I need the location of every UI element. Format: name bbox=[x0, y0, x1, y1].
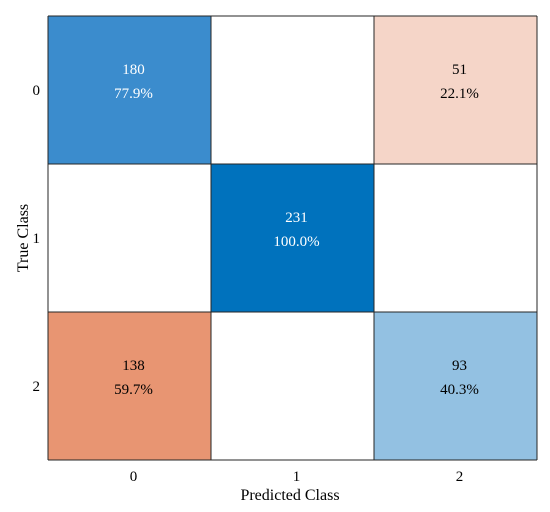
y-axis-label: True Class bbox=[15, 204, 32, 272]
cell-1-1 bbox=[211, 164, 374, 312]
cell-percent-0-0: 77.9% bbox=[114, 86, 153, 102]
x-tick-label-1: 1 bbox=[293, 469, 301, 485]
cell-0-2 bbox=[374, 16, 537, 164]
ticks-layer: 0 1 2 0 1 2 bbox=[33, 83, 464, 485]
x-axis-label: Predicted Class bbox=[240, 487, 339, 504]
cells-layer: 180 77.9% 51 22.1% 231 100.0% 138 59.7% 93 40.3% bbox=[48, 16, 537, 460]
y-tick-label-0: 0 bbox=[33, 83, 41, 99]
cell-count-1-1: 231 bbox=[285, 210, 308, 226]
cell-2-0 bbox=[48, 312, 211, 460]
cell-count-2-0: 138 bbox=[122, 358, 145, 374]
grid-layer bbox=[47, 15, 538, 461]
x-tick-label-0: 0 bbox=[130, 469, 138, 485]
cell-0-0 bbox=[48, 16, 211, 164]
cell-percent-1-1: 100.0% bbox=[273, 234, 319, 250]
cell-count-0-2: 51 bbox=[452, 62, 467, 78]
cell-count-0-0: 180 bbox=[122, 62, 145, 78]
cell-percent-0-2: 22.1% bbox=[440, 86, 479, 102]
y-tick-label-2: 2 bbox=[33, 379, 41, 395]
cell-count-2-2: 93 bbox=[452, 358, 467, 374]
cell-percent-2-0: 59.7% bbox=[114, 382, 153, 398]
y-tick-label-1: 1 bbox=[33, 231, 41, 247]
cell-2-2 bbox=[374, 312, 537, 460]
cell-percent-2-2: 40.3% bbox=[440, 382, 479, 398]
x-tick-label-2: 2 bbox=[456, 469, 464, 485]
